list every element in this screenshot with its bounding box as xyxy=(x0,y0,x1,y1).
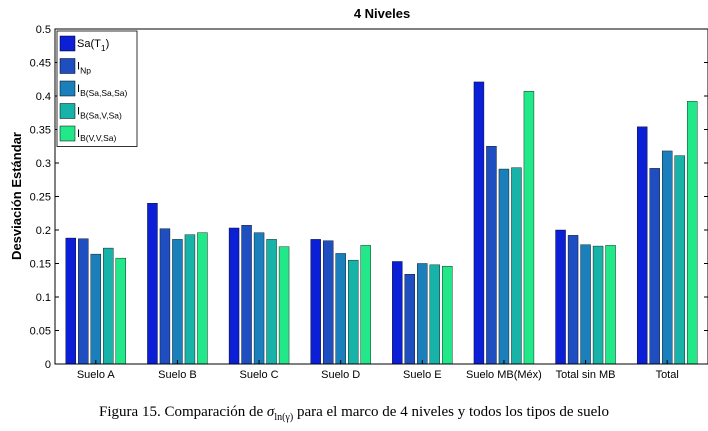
bar-total-sin-mb-s1 xyxy=(555,229,566,365)
legend-swatch xyxy=(59,35,76,52)
bar-suelo-d-s5 xyxy=(360,245,371,365)
y-tick-label: 0.45 xyxy=(30,58,51,70)
bar-suelo-mb-m-x--s5 xyxy=(523,91,535,365)
bar-suelo-a-s4 xyxy=(103,247,114,365)
x-tick-label: Suelo E xyxy=(403,369,442,381)
caption-symbol: σln(γ) xyxy=(266,404,294,423)
bar-suelo-e-s4 xyxy=(429,264,441,365)
legend-swatch xyxy=(59,80,76,97)
bar-suelo-c-s3 xyxy=(253,232,265,365)
legend-swatch xyxy=(59,103,76,119)
y-tick-label: 0.15 xyxy=(30,259,51,271)
bar-suelo-a-s2 xyxy=(78,238,89,365)
bar-suelo-c-s2 xyxy=(241,225,252,365)
x-tick-label: Total sin MB xyxy=(556,369,616,381)
legend-label: Sa(T1) xyxy=(77,38,109,53)
figure-caption: Figura 15. Comparación de σln(γ) para el… xyxy=(0,404,708,423)
bar-total-sin-mb-s2 xyxy=(567,235,579,365)
legend-label: INp xyxy=(77,61,91,76)
y-axis-label: Desviación Estándar xyxy=(9,132,24,260)
bar-suelo-e-s2 xyxy=(404,274,416,365)
y-tick-label: 0.3 xyxy=(36,158,51,170)
y-tick-label: 0 xyxy=(45,359,51,371)
bar-suelo-d-s2 xyxy=(322,240,334,365)
bar-suelo-b-s2 xyxy=(159,228,171,365)
y-tick-label: 0.35 xyxy=(30,125,51,137)
y-tick-label: 0.5 xyxy=(36,24,51,36)
legend-label: IB(V,V,Sa) xyxy=(77,128,116,143)
bar-suelo-mb-m-x--s1 xyxy=(473,81,485,365)
caption-prefix: Figura 15. Comparación de xyxy=(99,404,264,420)
bar-total-s5 xyxy=(686,101,698,365)
chart-title: 4 Niveles xyxy=(354,6,410,21)
bar-suelo-a-s5 xyxy=(115,257,127,365)
bar-suelo-d-s3 xyxy=(335,253,346,365)
chart: 4 Niveles Desviación Estándar Suelo A Sue… xyxy=(9,6,708,381)
bar-suelo-c-s1 xyxy=(228,227,240,365)
bar-suelo-c-s5 xyxy=(278,246,290,365)
bar-suelo-e-s3 xyxy=(417,263,428,365)
bar-total-sin-mb-s3 xyxy=(580,244,591,365)
bar-suelo-a-s3 xyxy=(90,253,102,365)
bar-suelo-d-s1 xyxy=(310,239,321,365)
x-tick-label: Suelo B xyxy=(158,369,197,381)
bar-total-s4 xyxy=(674,155,685,365)
bar-suelo-mb-m-x--s2 xyxy=(486,146,497,365)
legend-swatch xyxy=(59,58,76,74)
caption-suffix: para el marco de 4 niveles y todos los t… xyxy=(296,404,609,420)
x-tick-label: Suelo C xyxy=(239,369,278,381)
x-tick-label: Suelo MB(Méx) xyxy=(466,369,542,381)
y-tick-label: 0.1 xyxy=(36,292,51,304)
bar-suelo-mb-m-x--s3 xyxy=(498,168,510,365)
y-tick-label: 0.2 xyxy=(36,225,51,237)
x-tick-label: Total xyxy=(656,369,679,381)
bar-total-s3 xyxy=(661,150,673,365)
bar-total-sin-mb-s4 xyxy=(592,245,604,365)
y-tick-label: 0.05 xyxy=(30,326,51,338)
y-tick-label: 0.4 xyxy=(36,91,51,103)
x-tick-label: Suelo D xyxy=(321,369,360,381)
y-tick-label: 0.25 xyxy=(30,192,51,204)
legend-label: IB(Sa,V,Sa) xyxy=(77,106,122,121)
bar-suelo-mb-m-x--s4 xyxy=(511,167,522,365)
bar-suelo-d-s4 xyxy=(347,259,359,365)
legend-label: IB(Sa,Sa,Sa) xyxy=(77,83,127,98)
bar-suelo-e-s1 xyxy=(392,261,403,365)
bar-total-sin-mb-s5 xyxy=(605,245,616,365)
bar-suelo-b-s4 xyxy=(184,234,196,365)
bar-total-s2 xyxy=(649,168,660,365)
bar-suelo-c-s4 xyxy=(266,239,277,365)
bar-total-s1 xyxy=(636,126,648,365)
bar-suelo-b-s1 xyxy=(147,202,158,365)
bar-suelo-e-s5 xyxy=(442,265,453,365)
x-tick-label: Suelo A xyxy=(77,369,116,381)
legend-swatch xyxy=(59,125,76,142)
bar-suelo-a-s1 xyxy=(65,237,77,365)
bar-suelo-b-s3 xyxy=(172,239,183,365)
bar-suelo-b-s5 xyxy=(197,232,208,365)
